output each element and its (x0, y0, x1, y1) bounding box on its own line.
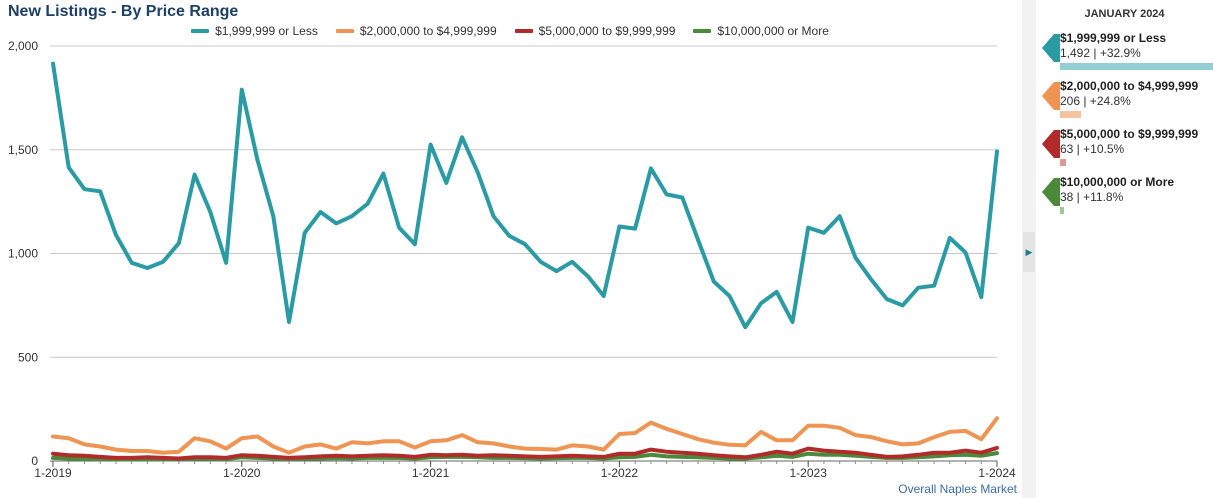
side-panel-item[interactable]: $5,000,000 to $9,999,999 63 | +10.5% (1036, 126, 1213, 176)
y-tick-label: 2,000 (8, 39, 38, 53)
series-marker-body (1054, 130, 1060, 158)
legend-label: $1,999,999 or Less (215, 24, 318, 38)
series-lines (51, 61, 999, 462)
x-axis: 1-2019 1-2020 1-2021 1-2022 1-2023 1-2024 (34, 461, 1016, 480)
legend-label: $5,000,000 to $9,999,999 (538, 24, 676, 38)
series-marker-body (1054, 34, 1060, 62)
x-tick-label: 1-2024 (978, 466, 1016, 480)
side-panel-item-label: $10,000,000 or More (1060, 175, 1175, 189)
legend-swatch (335, 29, 354, 33)
side-panel-item-stat: 38 | +11.8% (1060, 190, 1124, 204)
x-tick-label: 1-2020 (223, 466, 261, 480)
side-panel-item[interactable]: $2,000,000 to $4,999,999 206 | +24.8% (1036, 78, 1213, 128)
legend-item[interactable]: $10,000,000 or More (693, 24, 829, 38)
legend-item[interactable]: $5,000,000 to $9,999,999 (514, 24, 676, 38)
side-panel-item-bar (1060, 207, 1064, 214)
side-panel: JANUARY 2024 $1,999,999 or Less 1,492 | +… (1036, 0, 1213, 498)
collapse-panel-button[interactable]: ▶ (1023, 232, 1035, 272)
x-tick-label: 1-2023 (790, 466, 828, 480)
legend-label: $10,000,000 or More (717, 24, 829, 38)
legend-swatch (514, 29, 533, 33)
market-footer-label: Overall Naples Market (898, 482, 1017, 496)
y-tick-label: 500 (18, 350, 38, 364)
side-panel-item-stat: 63 | +10.5% (1060, 142, 1125, 156)
side-panel-item-bar (1060, 63, 1213, 70)
series-line (51, 61, 999, 330)
series-marker-icon (1042, 34, 1054, 62)
chevron-right-icon: ▶ (1025, 246, 1033, 257)
series-marker-body (1054, 82, 1060, 110)
y-tick-label: 0 (31, 454, 38, 468)
y-tick-label: 1,500 (8, 143, 38, 157)
legend-item[interactable]: $1,999,999 or Less (191, 24, 318, 38)
series-line (51, 445, 999, 461)
side-panel-item[interactable]: $1,999,999 or Less 1,492 | +32.9% (1036, 30, 1213, 80)
side-panel-item-label: $1,999,999 or Less (1060, 31, 1167, 45)
side-panel-item-label: $2,000,000 to $4,999,999 (1060, 79, 1199, 93)
x-tick-label: 1-2022 (601, 466, 639, 480)
side-panel-item-stat: 206 | +24.8% (1060, 94, 1131, 108)
y-tick-label: 1,000 (8, 247, 38, 261)
series-marker-icon (1042, 82, 1054, 110)
side-panel-item-label: $5,000,000 to $9,999,999 (1060, 127, 1199, 141)
series-line (51, 416, 999, 455)
side-panel-item-bar (1060, 111, 1081, 118)
legend-swatch (191, 29, 210, 33)
legend-swatch (693, 29, 712, 33)
chart-legend: $1,999,999 or Less $2,000,000 to $4,999,9… (0, 24, 1020, 38)
x-tick-label: 1-2021 (412, 466, 450, 480)
series-marker-icon (1042, 178, 1054, 206)
legend-item[interactable]: $2,000,000 to $4,999,999 (335, 24, 497, 38)
side-panel-item[interactable]: $10,000,000 or More 38 | +11.8% (1036, 174, 1213, 224)
series-marker-body (1054, 178, 1060, 206)
x-tick-label: 1-2019 (34, 466, 72, 480)
side-panel-item-bar (1060, 159, 1066, 166)
chart-title: New Listings - By Price Range (8, 3, 239, 20)
side-panel-header: JANUARY 2024 (1084, 8, 1165, 20)
side-panel-item-stat: 1,492 | +32.9% (1060, 46, 1141, 60)
series-marker-icon (1042, 130, 1054, 158)
y-axis: 0 500 1,000 1,500 2,000 (8, 39, 38, 468)
legend-label: $2,000,000 to $4,999,999 (359, 24, 497, 38)
